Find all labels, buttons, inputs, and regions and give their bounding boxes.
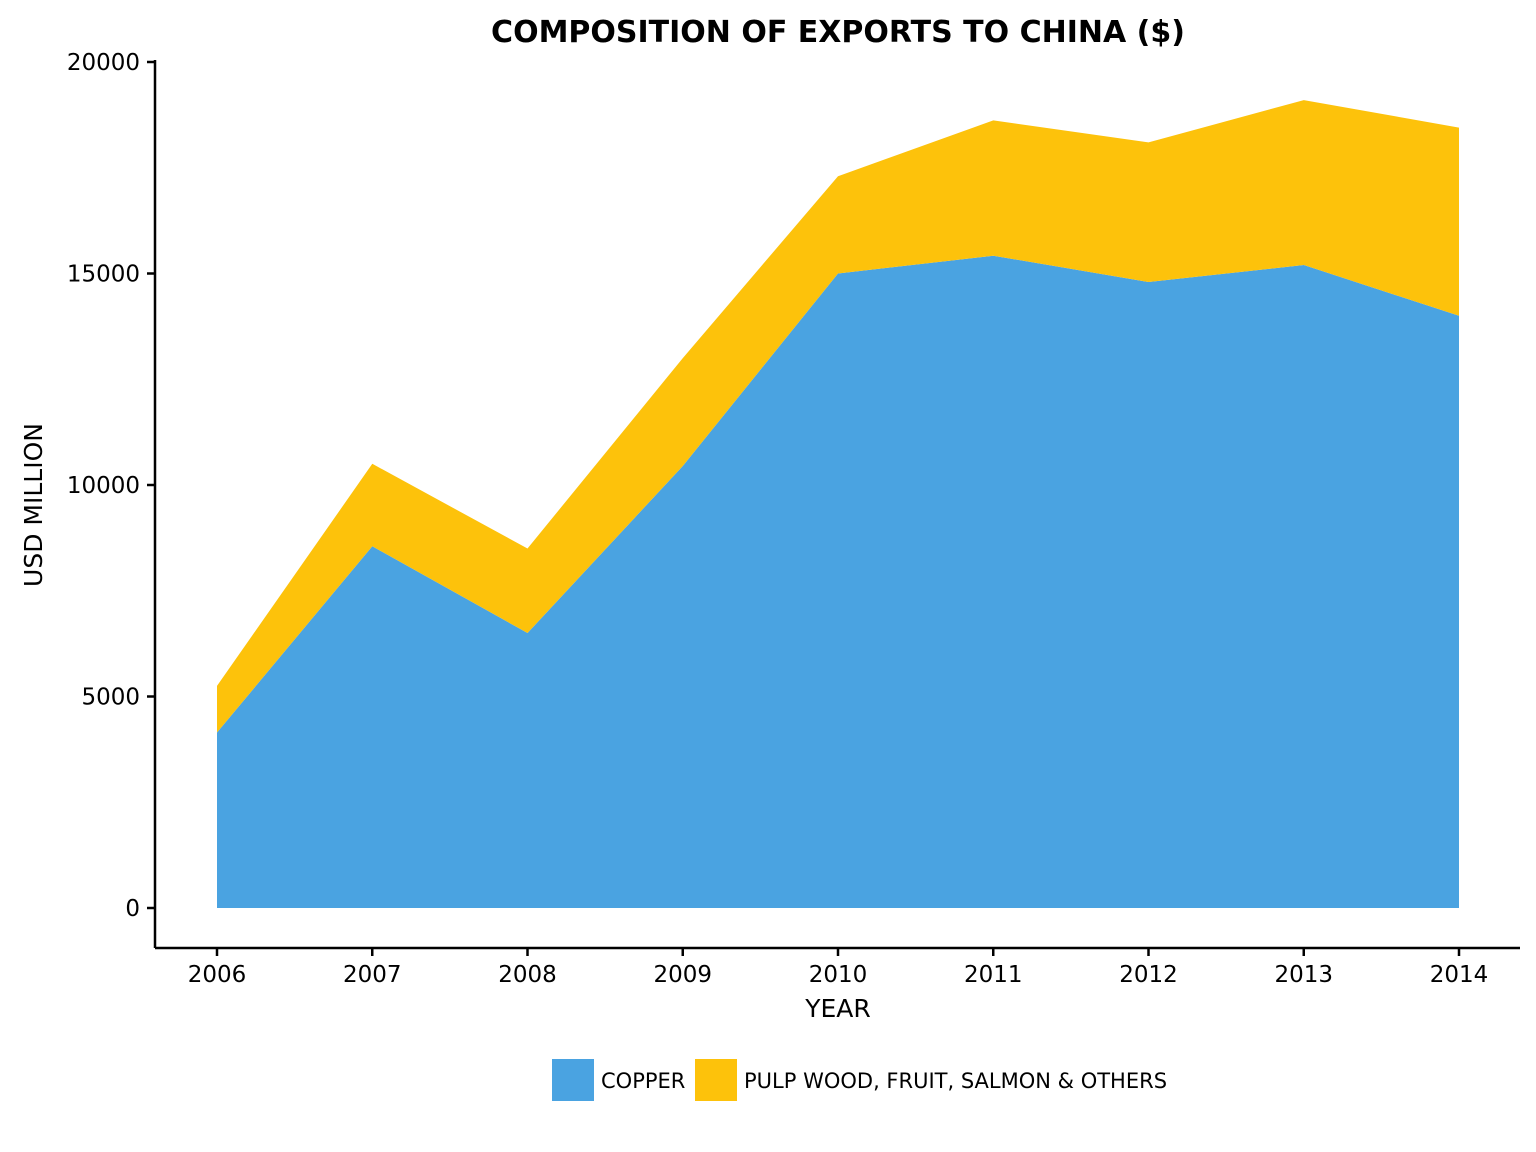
chart-title: COMPOSITION OF EXPORTS TO CHINA ($) — [491, 15, 1185, 50]
x-tick-label: 2011 — [964, 962, 1023, 988]
x-tick-label: 2013 — [1274, 962, 1333, 988]
x-tick-label: 2009 — [653, 962, 712, 988]
x-tick-label: 2008 — [498, 962, 557, 988]
legend-swatch-1 — [695, 1059, 737, 1101]
x-tick-label: 2007 — [343, 962, 402, 988]
x-ticks: 2006 2007 2008 2009 2010 2011 2012 2013 2014 — [188, 948, 1489, 988]
y-tick-label: 10000 — [67, 473, 140, 499]
x-tick-label: 2014 — [1430, 962, 1489, 988]
x-tick-label: 2012 — [1119, 962, 1178, 988]
y-tick-label: 15000 — [67, 262, 140, 288]
area-series-1 — [217, 100, 1459, 733]
legend-label-1: PULP WOOD, FRUIT, SALMON & OTHERS — [744, 1069, 1167, 1093]
area-series-0 — [217, 255, 1459, 908]
y-tick-label: 5000 — [81, 685, 140, 711]
y-tick-label: 20000 — [67, 50, 140, 76]
plot-areas — [217, 100, 1459, 908]
legend-label-0: COPPER — [601, 1069, 685, 1093]
x-tick-label: 2006 — [188, 962, 247, 988]
legend: COPPER PULP WOOD, FRUIT, SALMON & OTHERS — [552, 1059, 1167, 1101]
x-axis-label: YEAR — [804, 994, 871, 1023]
x-tick-label: 2010 — [809, 962, 868, 988]
legend-swatch-0 — [552, 1059, 594, 1101]
y-tick-label: 0 — [125, 896, 140, 922]
y-axis-label: USD MILLION — [19, 423, 48, 587]
y-ticks: 0 5000 10000 15000 20000 — [67, 50, 155, 922]
